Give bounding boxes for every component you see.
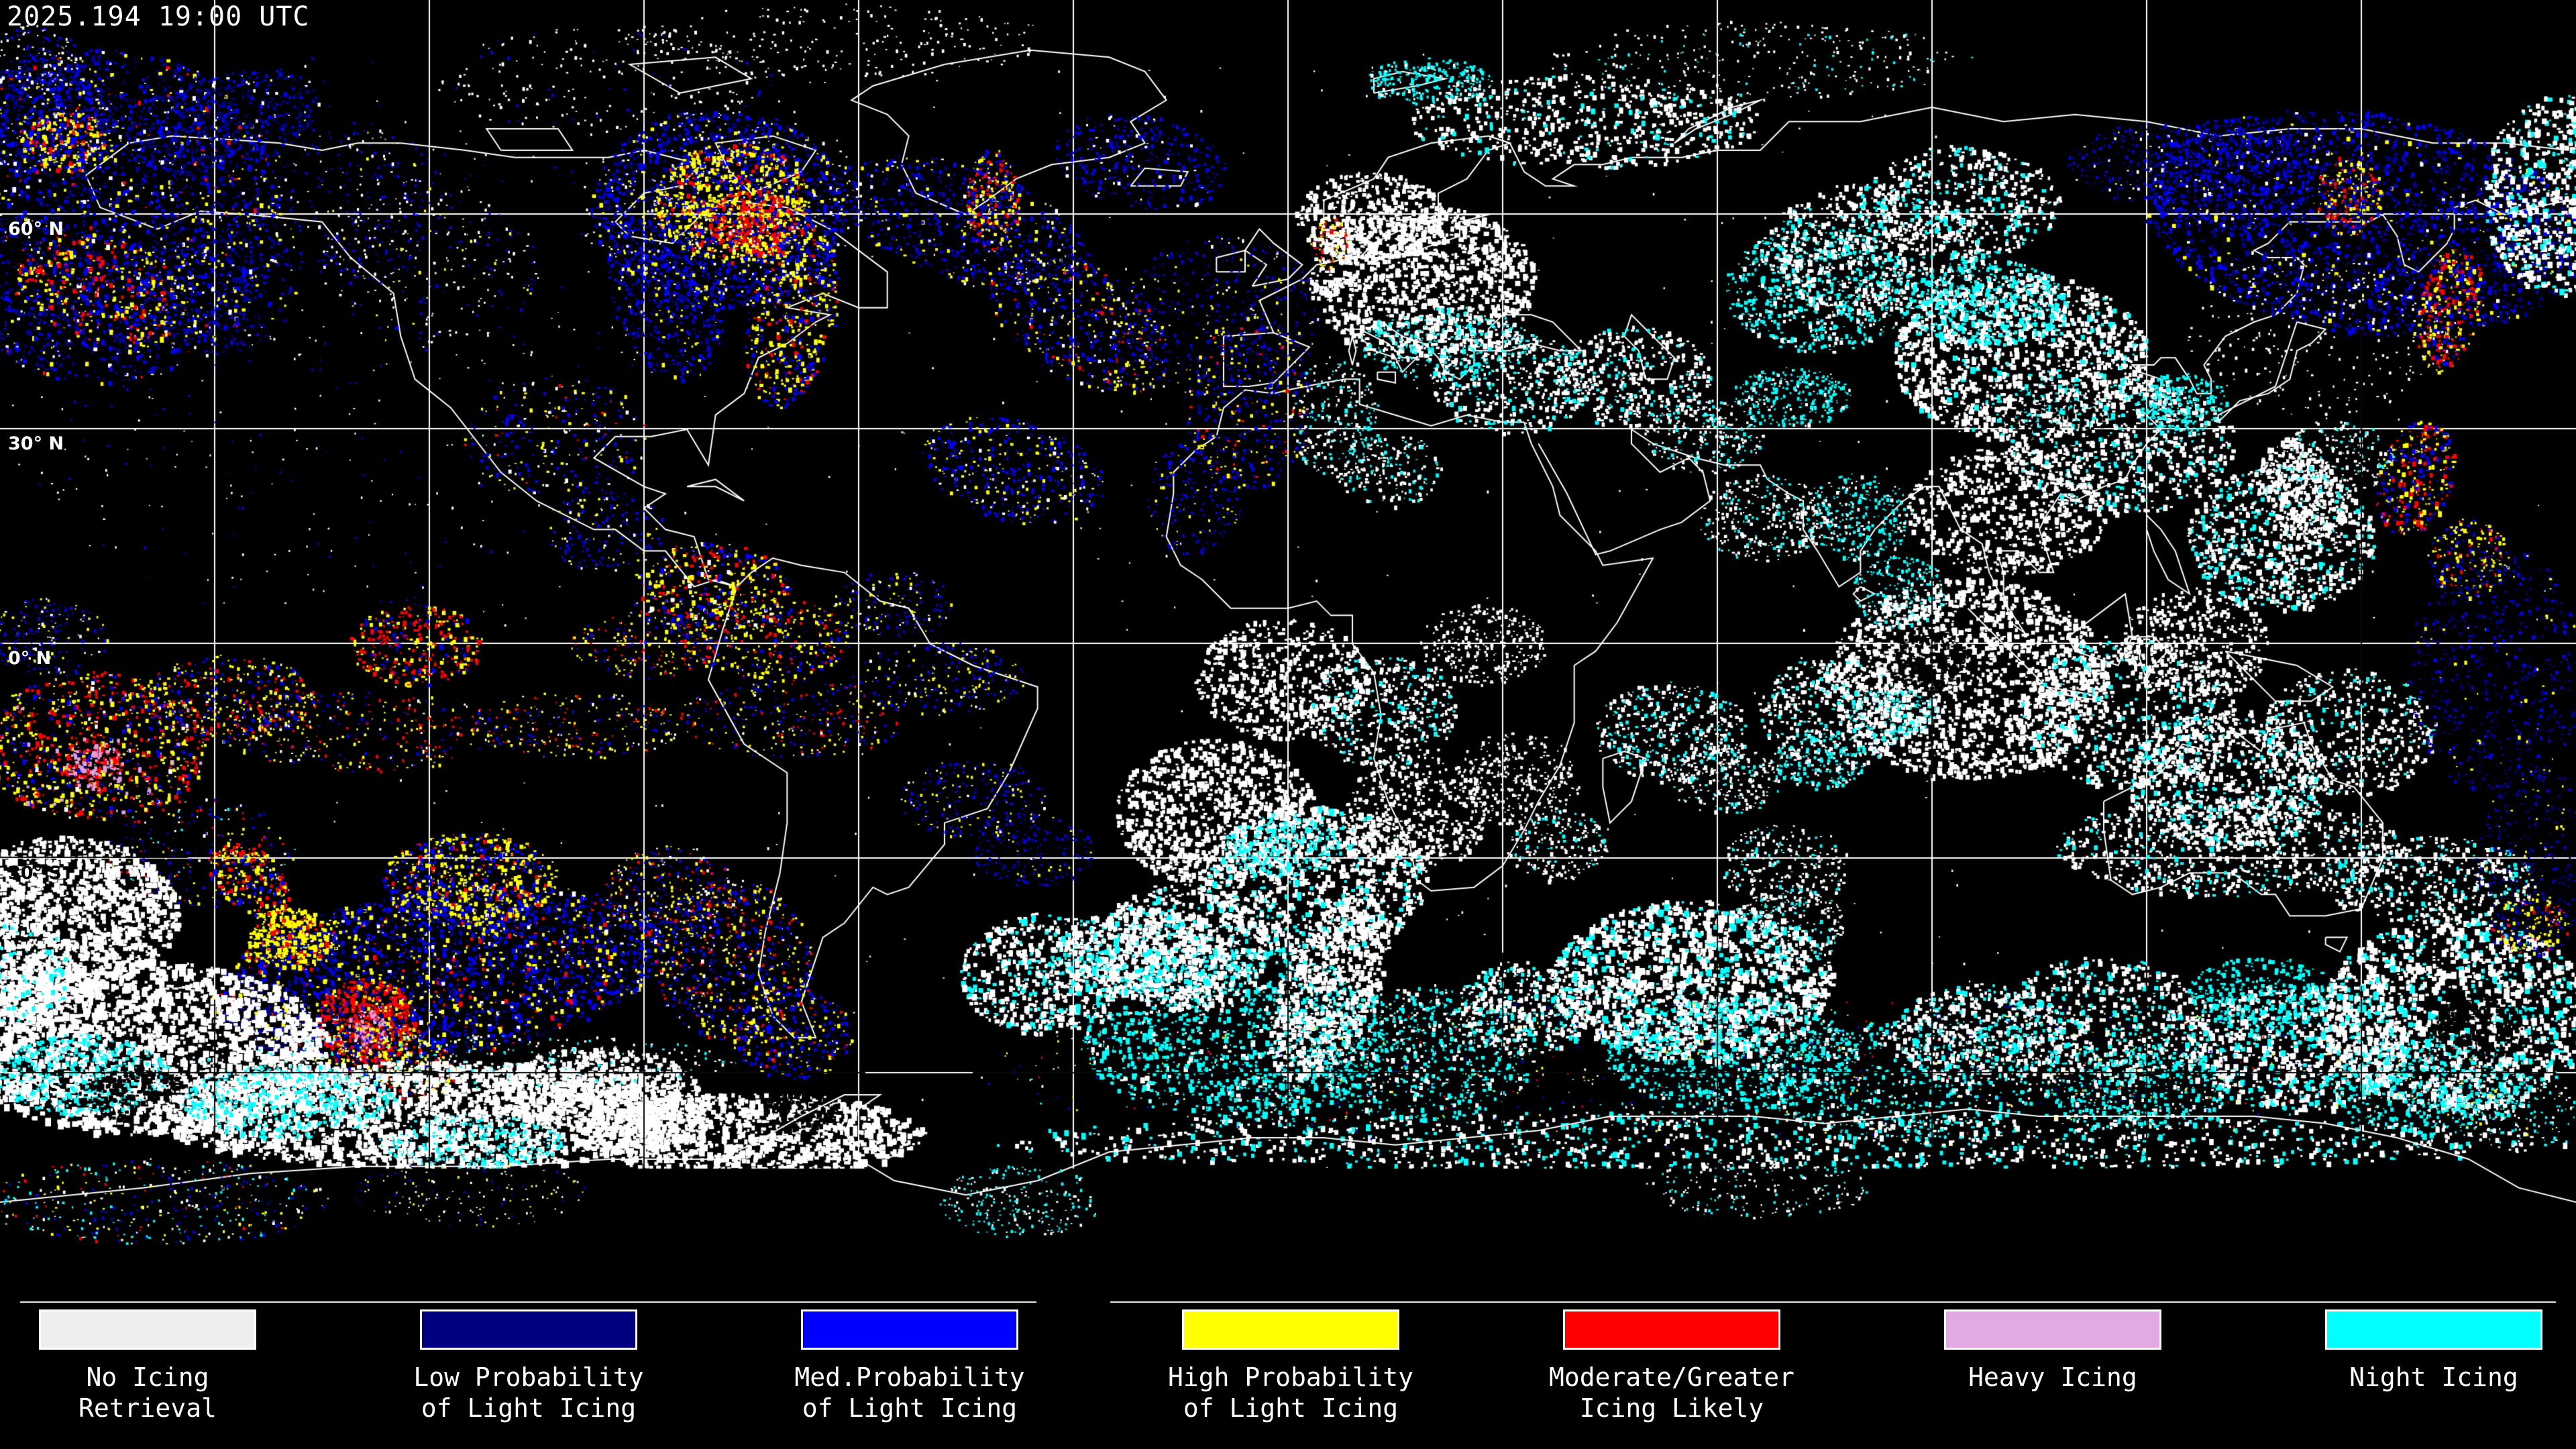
timestamp: 2025.194 19:00 UTC [7, 1, 310, 32]
lat-label-60n: 60° N [8, 219, 64, 239]
lat-label-60s: 60° S [8, 1077, 62, 1098]
lat-label-0n: 0° N [8, 648, 52, 669]
lat-label-30s: 30° S [8, 863, 62, 883]
lat-label-30n: 30° N [8, 433, 64, 454]
